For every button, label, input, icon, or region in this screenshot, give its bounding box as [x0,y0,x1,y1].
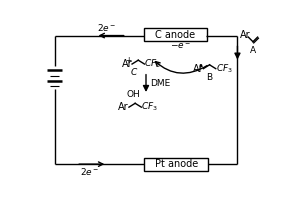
Text: DME: DME [150,79,170,88]
Text: A: A [250,46,256,55]
FancyBboxPatch shape [144,28,207,41]
Text: $2e^-$: $2e^-$ [80,166,100,177]
Text: B: B [206,73,213,82]
Text: Ar: Ar [122,59,132,69]
Text: $-e^-$: $-e^-$ [170,41,191,51]
Text: Ar: Ar [118,102,129,112]
Text: $CF_3$: $CF_3$ [141,101,158,113]
Text: C anode: C anode [155,30,196,40]
Text: OH: OH [127,90,140,99]
FancyBboxPatch shape [144,158,208,171]
Text: $CF_3$: $CF_3$ [216,62,233,75]
Text: +: + [126,56,132,65]
Text: $2e^-$: $2e^-$ [98,22,117,33]
Text: •: • [197,61,203,71]
Text: Ar: Ar [193,64,203,74]
Text: $CF_3$: $CF_3$ [145,58,161,70]
Text: Pt anode: Pt anode [154,159,198,169]
Text: C: C [130,68,137,77]
Text: Ar: Ar [240,30,250,40]
